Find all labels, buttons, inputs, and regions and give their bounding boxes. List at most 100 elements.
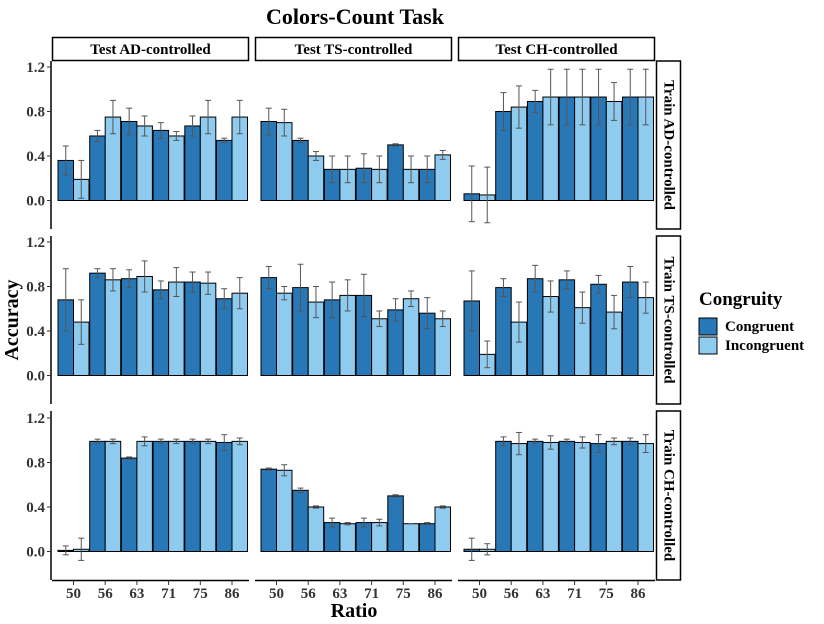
bar-incongruent <box>104 440 122 552</box>
y-tick-label: 1.2 <box>26 235 45 251</box>
x-tick-label: 86 <box>631 586 647 602</box>
error-bar <box>221 434 228 451</box>
bar-congruent <box>558 279 576 377</box>
bar-incongruent <box>199 440 217 552</box>
error-bar <box>205 438 212 445</box>
row-strip <box>655 235 682 405</box>
bar-incongruent <box>434 506 451 552</box>
error-bar <box>236 277 243 310</box>
column-strip <box>457 36 656 62</box>
facet-panel <box>260 263 451 377</box>
error-bar <box>297 137 304 144</box>
error-bar <box>392 298 399 322</box>
x-tick-label: 63 <box>332 586 347 602</box>
bar-incongruent <box>574 441 591 553</box>
x-tick-label: 86 <box>428 586 444 602</box>
error-bar <box>579 68 586 126</box>
facet-panel <box>463 264 654 377</box>
bar-congruent <box>89 135 106 202</box>
x-tick-label: 71 <box>567 586 582 602</box>
bar-incongruent <box>231 440 248 552</box>
error-bar <box>78 537 85 561</box>
error-bar <box>563 438 570 445</box>
error-bar <box>408 290 415 308</box>
bar-congruent <box>89 440 106 552</box>
error-bar <box>439 505 446 509</box>
bar-incongruent <box>199 282 217 377</box>
bar-congruent <box>260 277 277 377</box>
bar-congruent <box>526 278 544 376</box>
bar-congruent <box>495 287 512 376</box>
error-bar <box>344 279 351 312</box>
error-bar <box>595 274 602 294</box>
x-tick-label: 71 <box>161 586 176 602</box>
bar-congruent <box>590 283 607 376</box>
legend-label: Congruent <box>725 319 794 335</box>
error-bar <box>642 68 649 126</box>
error-bar <box>297 487 304 494</box>
error-bar <box>94 129 101 143</box>
error-bar <box>376 518 383 527</box>
error-bar <box>265 107 272 136</box>
bar-congruent <box>152 129 170 202</box>
x-tick-label: 56 <box>98 586 114 602</box>
error-bar <box>94 438 101 445</box>
bar-congruent <box>216 139 233 202</box>
bar-congruent <box>590 443 607 552</box>
bar-incongruent <box>402 523 420 552</box>
facet-panel <box>463 68 654 224</box>
error-bar <box>515 301 522 343</box>
facet-panel <box>57 99 248 202</box>
error-bar <box>109 268 116 292</box>
bar-congruent <box>387 144 404 201</box>
y-tick-label: 0.0 <box>26 545 45 561</box>
error-bar <box>392 494 399 498</box>
bar-incongruent <box>637 443 654 552</box>
row-strip-label: Train AD-controlled <box>661 80 677 211</box>
error-bar <box>141 436 148 447</box>
column-strip-label: Test TS-controlled <box>295 42 413 58</box>
x-tick-label: 56 <box>301 586 317 602</box>
error-bar <box>78 159 85 199</box>
bar-incongruent <box>136 125 153 201</box>
y-tick-label: 0.0 <box>26 369 45 385</box>
y-tick-label: 1.2 <box>26 411 45 427</box>
error-bar <box>62 268 69 332</box>
error-bar <box>312 505 319 509</box>
legend-swatch-incongruent <box>698 336 718 355</box>
error-bar <box>205 271 212 295</box>
x-tick-label: 56 <box>504 586 520 602</box>
error-bar <box>408 155 415 184</box>
y-tick-label: 0.4 <box>26 500 45 516</box>
error-bar <box>579 291 586 324</box>
x-tick-label: 50 <box>472 586 487 602</box>
error-bar <box>281 108 288 137</box>
bar-congruent <box>419 523 436 552</box>
y-tick-label: 0.8 <box>26 105 45 121</box>
column-strip <box>51 36 250 62</box>
error-bar <box>439 149 446 160</box>
bar-congruent <box>260 468 277 552</box>
error-bar <box>141 115 148 137</box>
error-bar <box>126 456 133 460</box>
error-bar <box>189 115 196 137</box>
error-bar <box>515 85 522 129</box>
bar-incongruent <box>168 440 185 552</box>
error-bar <box>221 137 228 144</box>
error-bar <box>515 431 522 456</box>
error-bar <box>468 270 475 332</box>
error-bar <box>236 437 243 446</box>
bar-congruent <box>292 489 309 552</box>
bar-incongruent <box>307 155 325 201</box>
error-bar <box>344 155 351 184</box>
chart-title: Colors-Count Task <box>266 4 445 29</box>
error-bar <box>392 143 399 147</box>
y-axis-title: Accuracy <box>1 279 23 360</box>
bar-incongruent <box>434 154 451 201</box>
error-bar <box>627 265 634 299</box>
bar-incongruent <box>605 440 623 552</box>
error-bar <box>265 265 272 290</box>
bar-congruent <box>152 289 170 376</box>
y-tick-label: 0.4 <box>26 324 45 340</box>
